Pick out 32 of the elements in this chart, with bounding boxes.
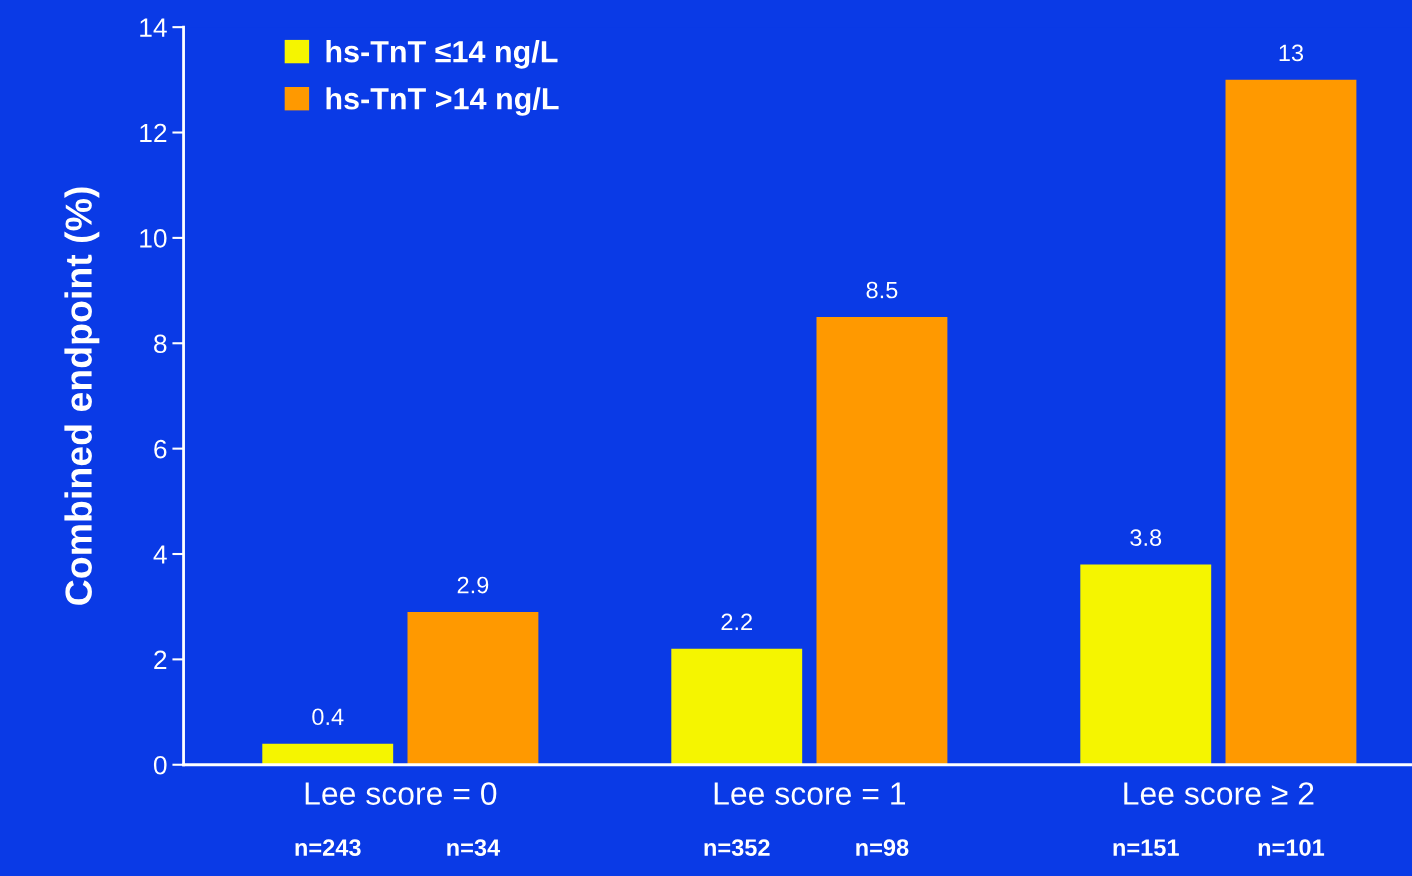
bar bbox=[1225, 79, 1357, 765]
data-label: 8.5 bbox=[866, 281, 898, 299]
x-tick-label: Lee score = 0 bbox=[305, 782, 497, 805]
data-label: 0.4 bbox=[312, 708, 344, 726]
text: n=34 bbox=[447, 839, 501, 856]
text: n=243 bbox=[295, 839, 361, 856]
data-label: 3.8 bbox=[1130, 529, 1162, 546]
bar bbox=[1080, 564, 1212, 765]
bar bbox=[816, 316, 948, 765]
text: n=151 bbox=[1113, 839, 1179, 856]
y-tick-label: 14 bbox=[140, 18, 167, 37]
text: n=101 bbox=[1258, 839, 1325, 856]
y-tick-label: 10 bbox=[140, 229, 167, 248]
bar bbox=[407, 611, 539, 765]
legend-label: hs-TnT >14 ng/L bbox=[326, 87, 559, 116]
y-tick-label: 0 bbox=[153, 755, 167, 775]
y-tick-label: 6 bbox=[154, 439, 167, 459]
y-tick-label: 12 bbox=[140, 123, 167, 143]
data-label: 2.9 bbox=[457, 576, 489, 594]
text: n=98 bbox=[856, 839, 909, 856]
y-axis-title: Combined endpoint (%) bbox=[64, 187, 100, 605]
bar bbox=[262, 743, 394, 765]
legend-label: hs-TnT ≤14 ng/L bbox=[326, 40, 558, 69]
y-tick-label: 8 bbox=[154, 334, 167, 354]
y-tick-label: 4 bbox=[153, 545, 167, 564]
bar bbox=[671, 648, 803, 765]
data-label: 13 bbox=[1279, 44, 1304, 62]
data-label: 2.2 bbox=[721, 613, 752, 631]
x-tick-label: Lee score = 1 bbox=[714, 782, 906, 805]
x-tick-label: Lee score ≥ 2 bbox=[1124, 782, 1314, 805]
y-tick-label: 2 bbox=[154, 650, 167, 669]
text: n=352 bbox=[704, 839, 770, 856]
